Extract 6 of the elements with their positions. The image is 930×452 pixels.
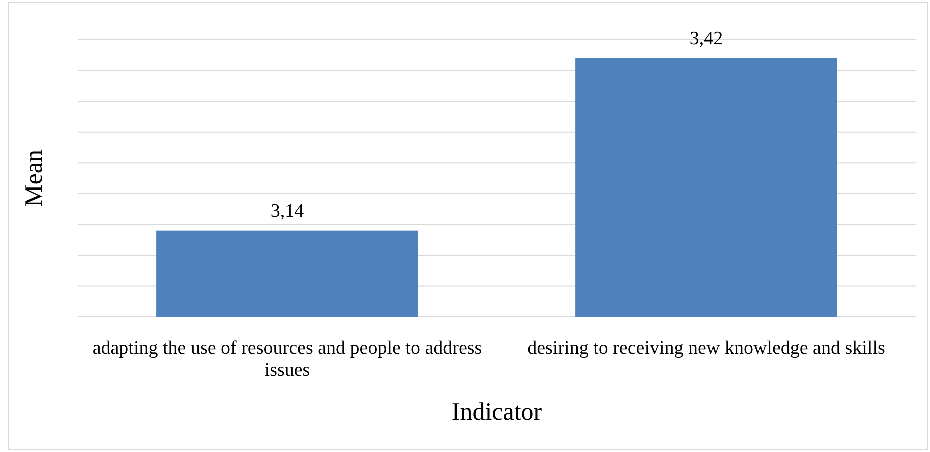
data-label: 3,42	[690, 28, 724, 50]
data-label: 3,14	[270, 200, 305, 222]
x-axis-title: Indicator	[452, 399, 543, 426]
y-axis-title: Mean	[21, 150, 48, 207]
x-tick-label: adapting the use of resources and people to address issues	[92, 338, 482, 381]
x-tick-label: desiring to receiving new knowledge and skills	[528, 338, 886, 359]
